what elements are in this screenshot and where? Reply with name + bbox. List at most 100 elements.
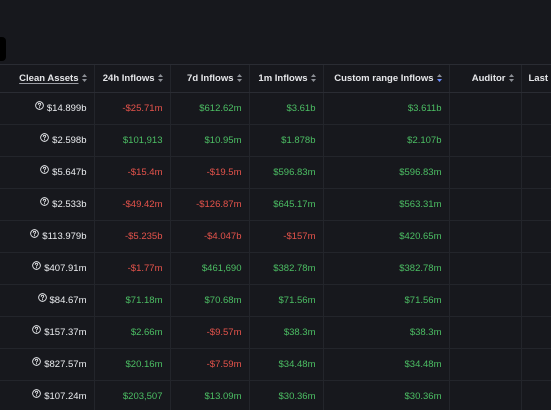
- inflow-cell-h24: -$1.77m: [93, 252, 170, 285]
- custom-range-inflow-cell: $420.65m: [322, 220, 449, 253]
- inflow-cell-d7: -$19.5m: [169, 156, 249, 189]
- inflow-cell-m1: $596.83m: [248, 156, 323, 189]
- toolbar-divider: [0, 64, 551, 65]
- custom-range-inflow-cell: $38.3m: [322, 316, 449, 349]
- custom-range-inflow-cell: $71.56m: [322, 284, 449, 317]
- clean-assets-cell: $107.24m: [0, 380, 94, 410]
- table-row[interactable]: $14.899b -$25.71m $612.62m $3.61b $3.611b: [0, 92, 551, 125]
- inflow-cell-m1: $3.61b: [248, 92, 323, 125]
- question-circle-icon[interactable]: [37, 293, 47, 305]
- clean-assets-value: $2.598b: [52, 135, 87, 146]
- last-cell: [520, 92, 551, 125]
- last-cell: [520, 156, 551, 189]
- clean-assets-value: $827.57m: [44, 359, 87, 370]
- column-header-label: Custom range Inflows: [334, 73, 434, 84]
- auditor-cell: [448, 284, 521, 317]
- inflow-cell-d7: -$9.57m: [169, 316, 249, 349]
- clean-assets-cell: $2.533b: [0, 188, 94, 221]
- last-cell: [520, 316, 551, 349]
- custom-range-inflow-cell: $3.611b: [322, 92, 449, 125]
- clean-assets-value: $84.67m: [49, 295, 87, 306]
- inflow-cell-m1: $1.878b: [248, 124, 323, 157]
- inflow-cell-h24: -$15.4m: [93, 156, 170, 189]
- inflow-cell-d7: $10.95m: [169, 124, 249, 157]
- clean-assets-cell: $407.91m: [0, 252, 94, 285]
- inflow-cell-d7: $612.62m: [169, 92, 249, 125]
- auditor-cell: [448, 124, 521, 157]
- table-row[interactable]: $157.37m $2.66m -$9.57m $38.3m $38.3m: [0, 316, 551, 349]
- column-header-label: 24h Inflows: [102, 73, 155, 84]
- column-header-24h-inflows[interactable]: 24h Inflows: [93, 65, 170, 93]
- sort-icon[interactable]: [508, 74, 514, 83]
- auditor-cell: [448, 156, 521, 189]
- inflow-cell-d7: $70.68m: [169, 284, 249, 317]
- custom-range-inflow-cell: $34.48m: [322, 348, 449, 381]
- table-row[interactable]: $84.67m $71.18m $70.68m $71.56m $71.56m: [0, 284, 551, 317]
- inflow-cell-m1: $645.17m: [248, 188, 323, 221]
- auditor-cell: [448, 380, 521, 410]
- inflow-cell-h24: $20.16m: [93, 348, 170, 381]
- question-circle-icon[interactable]: [32, 261, 42, 273]
- question-circle-icon[interactable]: [40, 165, 49, 177]
- inflow-cell-d7: -$4.047b: [169, 220, 249, 253]
- clean-assets-value: $2.533b: [52, 199, 87, 210]
- table-row[interactable]: $5.647b -$15.4m -$19.5m $596.83m $596.83m: [0, 156, 551, 189]
- table-row[interactable]: $2.533b -$49.42m -$126.87m $645.17m $563.31m: [0, 188, 551, 221]
- sidebar-toggle-tab[interactable]: [0, 37, 6, 61]
- last-cell: [520, 380, 551, 410]
- inflow-cell-h24: $71.18m: [93, 284, 170, 317]
- auditor-cell: [448, 348, 521, 381]
- table-row[interactable]: $407.91m -$1.77m $461,690 $382.78m $382.78m: [0, 252, 551, 285]
- clean-assets-cell: $157.37m: [0, 316, 94, 349]
- inflow-cell-m1: $382.78m: [248, 252, 323, 285]
- column-header-label: 1m Inflows: [258, 73, 308, 84]
- table-row[interactable]: $107.24m $203,507 $13.09m $30.36m $30.36m: [0, 380, 551, 410]
- inflow-cell-m1: $34.48m: [248, 348, 323, 381]
- custom-range-inflow-cell: $2.107b: [322, 124, 449, 157]
- table-header-row: Clean Assets 24h Inflows 7d Inflows 1m Infl…: [0, 65, 551, 93]
- inflow-cell-h24: $203,507: [93, 380, 170, 410]
- table-row[interactable]: $113.979b -$5.235b -$4.047b -$157m $420.65m: [0, 220, 551, 253]
- auditor-cell: [448, 252, 521, 285]
- inflows-table: Clean Assets 24h Inflows 7d Inflows 1m Infl…: [0, 65, 551, 410]
- last-cell: [520, 124, 551, 157]
- sort-icon[interactable]: [236, 74, 242, 83]
- column-header-last[interactable]: Last: [520, 65, 551, 93]
- last-cell: [520, 188, 551, 221]
- question-circle-icon[interactable]: [40, 133, 49, 145]
- question-circle-icon[interactable]: [32, 325, 42, 337]
- column-header-custom-range-inflows[interactable]: Custom range Inflows: [322, 65, 449, 93]
- auditor-cell: [448, 316, 521, 349]
- column-header-label: 7d Inflows: [187, 73, 234, 84]
- column-header-1m-inflows[interactable]: 1m Inflows: [248, 65, 323, 93]
- sort-icon[interactable]: [81, 74, 87, 83]
- last-cell: [520, 348, 551, 381]
- column-header-7d-inflows[interactable]: 7d Inflows: [169, 65, 249, 93]
- clean-assets-cell: $827.57m: [0, 348, 94, 381]
- sort-icon[interactable]: [157, 74, 163, 83]
- auditor-cell: [448, 220, 521, 253]
- question-circle-icon[interactable]: [35, 101, 44, 113]
- column-header-label: Last: [528, 73, 549, 84]
- inflow-cell-h24: $2.66m: [93, 316, 170, 349]
- auditor-cell: [448, 92, 521, 125]
- question-circle-icon[interactable]: [30, 229, 40, 241]
- column-header-clean-assets[interactable]: Clean Assets: [0, 65, 94, 93]
- question-circle-icon[interactable]: [40, 197, 49, 209]
- column-header-label: Auditor: [471, 73, 506, 84]
- table-row[interactable]: $827.57m $20.16m -$7.59m $34.48m $34.48m: [0, 348, 551, 381]
- question-circle-icon[interactable]: [32, 357, 42, 369]
- table-row[interactable]: $2.598b $101,913 $10.95m $1.878b $2.107b: [0, 124, 551, 157]
- clean-assets-value: $107.24m: [44, 391, 87, 402]
- clean-assets-cell: $5.647b: [0, 156, 94, 189]
- question-circle-icon[interactable]: [32, 389, 42, 401]
- clean-assets-value: $5.647b: [52, 167, 87, 178]
- sort-active-icon[interactable]: [436, 74, 442, 83]
- clean-assets-value: $157.37m: [44, 327, 87, 338]
- auditor-cell: [448, 188, 521, 221]
- sort-icon[interactable]: [310, 74, 316, 83]
- column-header-auditor[interactable]: Auditor: [448, 65, 521, 93]
- clean-assets-cell: $2.598b: [0, 124, 94, 157]
- inflow-cell-h24: -$25.71m: [93, 92, 170, 125]
- inflow-cell-d7: -$126.87m: [169, 188, 249, 221]
